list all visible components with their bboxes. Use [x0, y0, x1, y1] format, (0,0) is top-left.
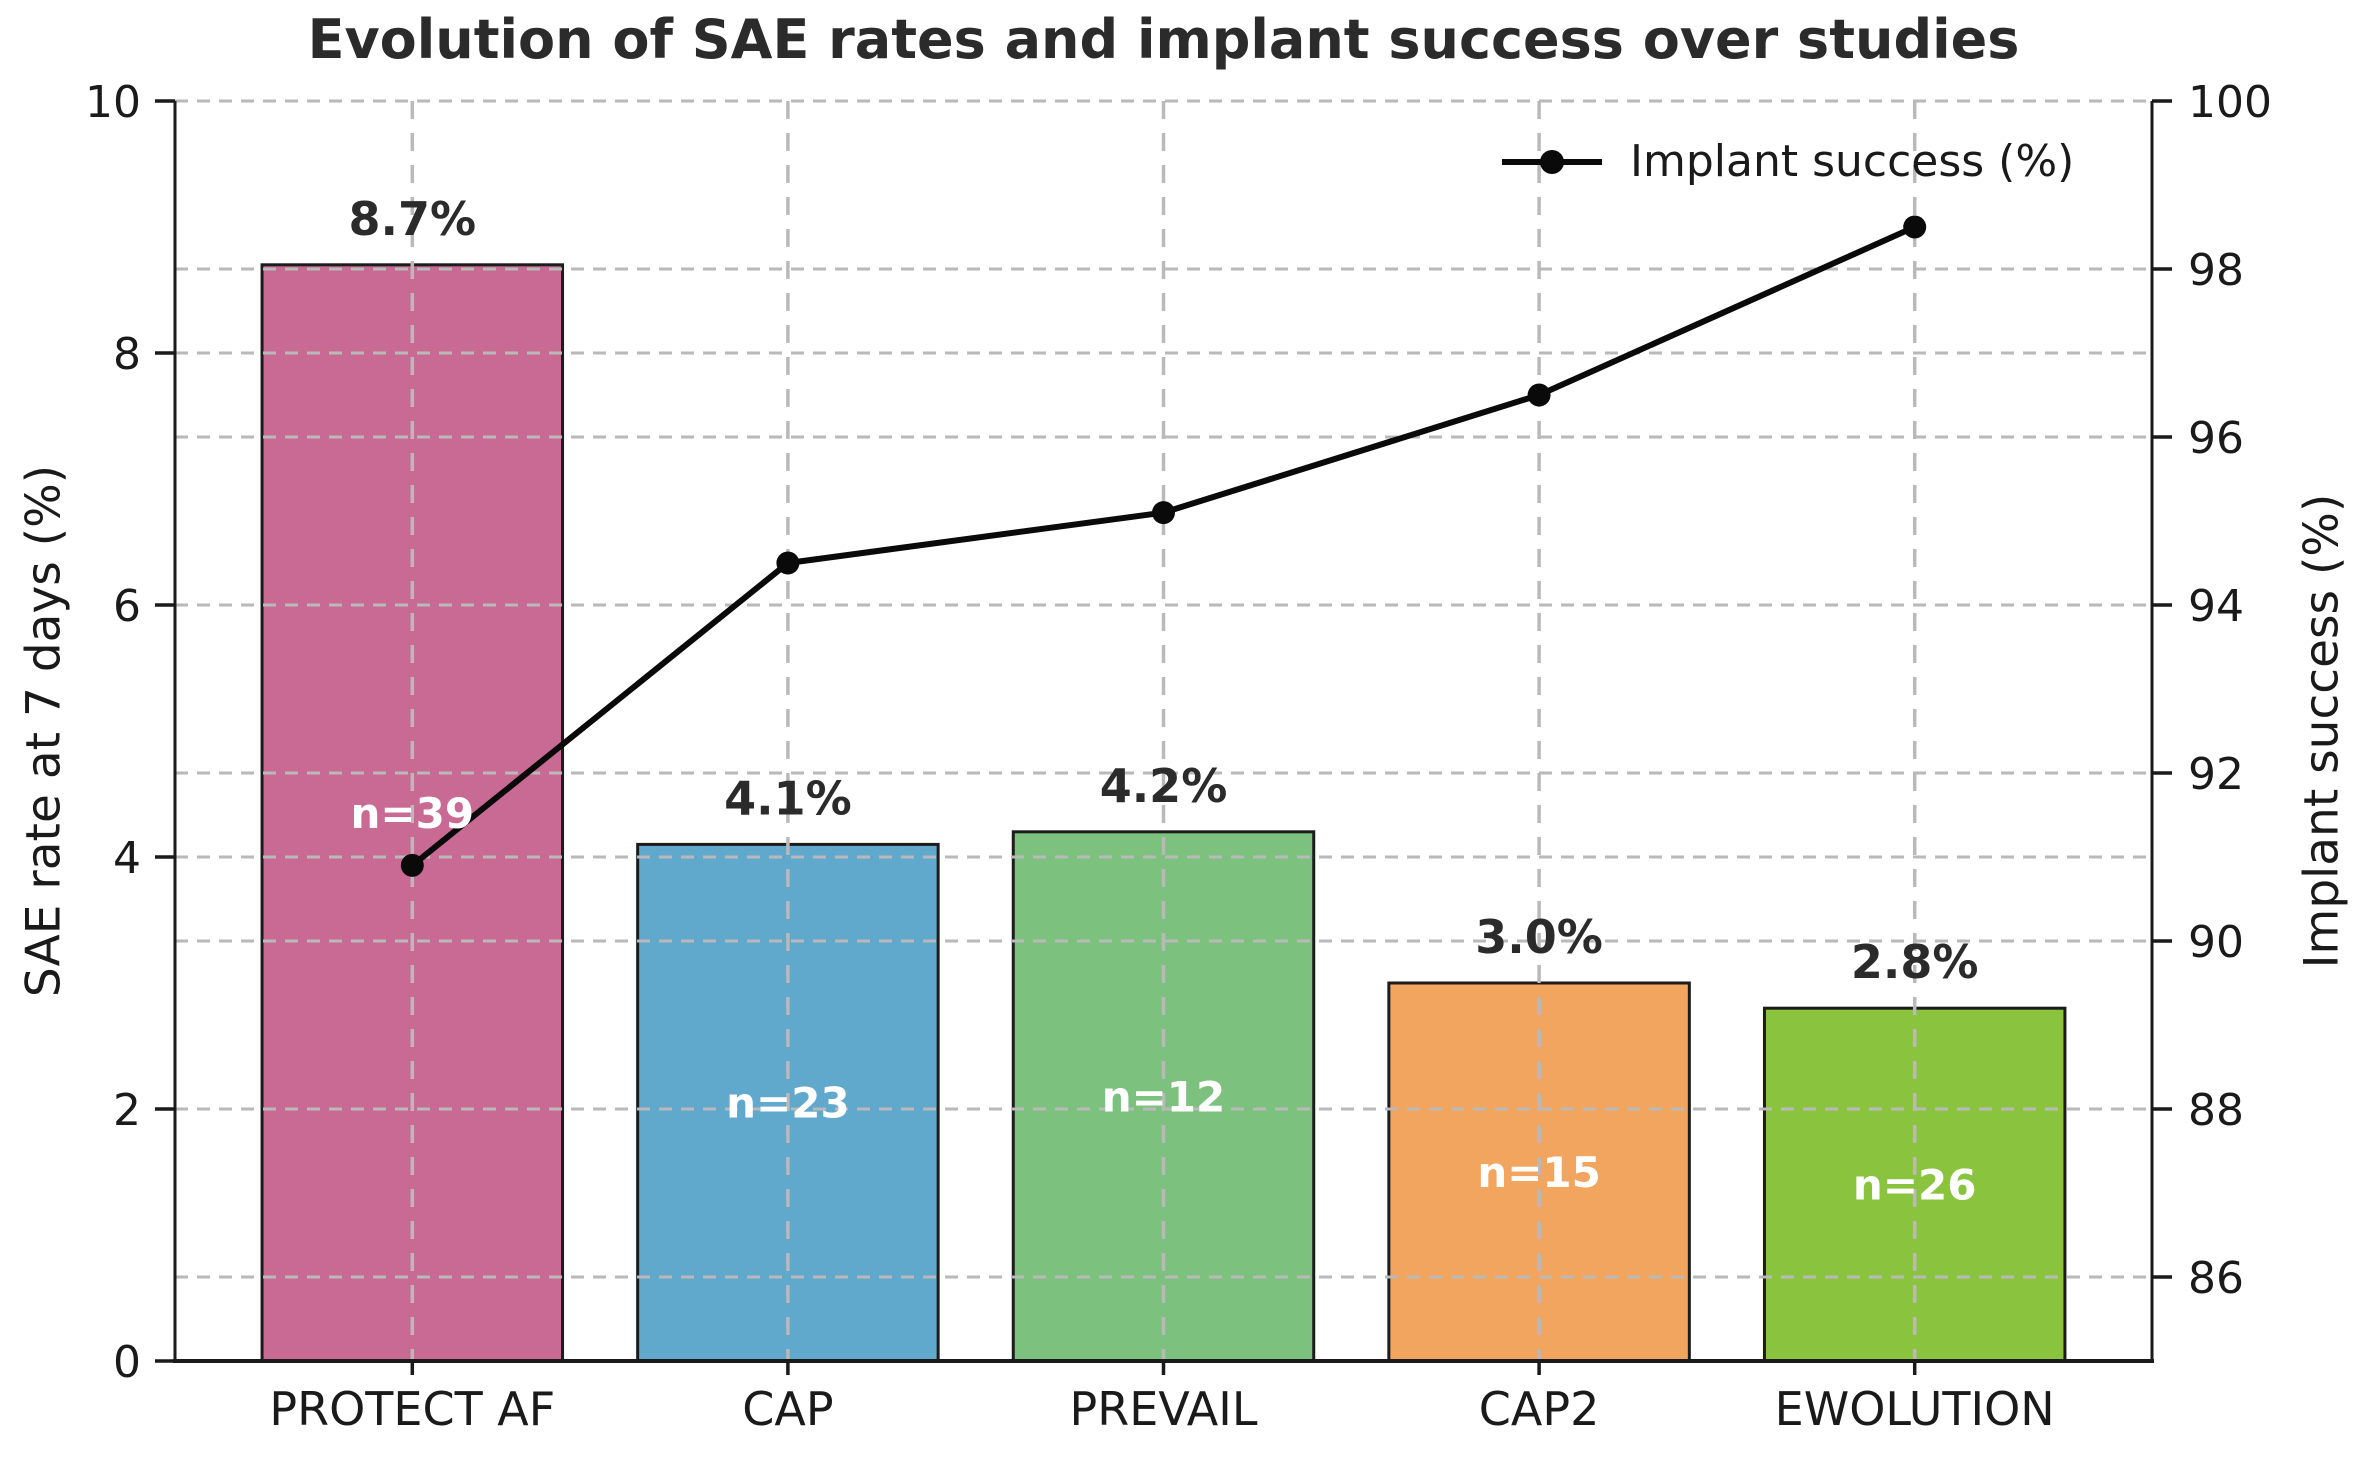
- x-tick-label-prevail: PREVAIL: [1070, 1382, 1258, 1436]
- line-point-ewolution: [1903, 215, 1927, 239]
- left-tick-label: 2: [113, 1085, 141, 1136]
- right-axis-label: Implant success (%): [2294, 493, 2350, 969]
- bar-n-label-prevail: n=12: [1102, 1072, 1226, 1121]
- left-tick-label: 10: [85, 77, 141, 128]
- right-tick-label: 100: [2188, 77, 2272, 128]
- left-axis-label: SAE rate at 7 days (%): [16, 464, 72, 998]
- line-point-protect-af: [400, 853, 424, 877]
- line-point-prevail: [1152, 501, 1175, 525]
- bar-value-label-cap: 4.1%: [724, 771, 852, 825]
- line-point-cap2: [1527, 383, 1551, 407]
- left-tick-label: 4: [113, 833, 141, 884]
- right-tick-label: 94: [2188, 581, 2244, 632]
- left-tick-label: 6: [113, 581, 141, 632]
- right-tick-label: 96: [2188, 413, 2244, 464]
- bar-n-label-cap2: n=15: [1477, 1148, 1601, 1197]
- right-tick-label: 98: [2188, 245, 2244, 296]
- chart-title: Evolution of SAE rates and implant succe…: [307, 8, 2020, 71]
- bar-n-label-cap: n=23: [726, 1079, 850, 1128]
- bar-value-label-cap2: 3.0%: [1475, 910, 1603, 964]
- right-tick-label: 92: [2188, 749, 2244, 800]
- right-tick-label: 90: [2188, 917, 2244, 968]
- right-tick-label: 86: [2188, 1253, 2244, 1304]
- bar-value-label-ewolution: 2.8%: [1851, 935, 1979, 989]
- bar-value-label-protect-af: 8.7%: [349, 192, 477, 246]
- bar-value-label-prevail: 4.2%: [1100, 759, 1228, 813]
- legend: Implant success (%): [1502, 136, 2074, 187]
- x-tick-label-ewolution: EWOLUTION: [1775, 1382, 2055, 1436]
- x-tick-label-cap: CAP: [742, 1382, 833, 1436]
- bar-n-label-ewolution: n=26: [1853, 1161, 1977, 1210]
- left-tick-label: 0: [113, 1337, 141, 1388]
- left-tick-label: 8: [113, 329, 141, 380]
- line-point-cap: [776, 551, 800, 575]
- legend-line-marker-icon: [1502, 149, 1602, 175]
- legend-label: Implant success (%): [1630, 136, 2075, 187]
- x-tick-label-protect-af: PROTECT AF: [269, 1382, 555, 1436]
- right-tick-label: 88: [2188, 1085, 2244, 1136]
- x-tick-label-cap2: CAP2: [1479, 1382, 1600, 1436]
- legend-dot-icon: [1540, 149, 1564, 174]
- bar-n-label-protect-af: n=39: [351, 789, 475, 838]
